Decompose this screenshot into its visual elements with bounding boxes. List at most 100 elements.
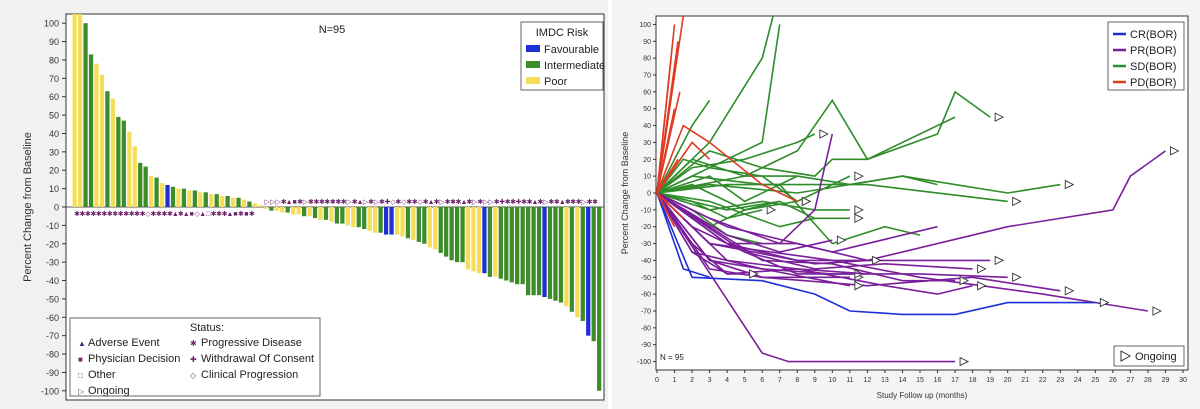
status-marker: ✱ bbox=[313, 198, 319, 206]
status-legend-symbol: ◇ bbox=[190, 371, 197, 380]
series-line-pd bbox=[656, 124, 798, 203]
status-marker: ■ bbox=[233, 211, 237, 218]
waterfall-bar bbox=[536, 207, 542, 296]
imdc-legend-title: IMDC Risk bbox=[536, 27, 589, 39]
status-marker: ✱ bbox=[466, 198, 472, 206]
waterfall-bar bbox=[263, 207, 269, 209]
waterfall-bar bbox=[274, 207, 279, 211]
status-legend-label: Withdrawal Of Consent bbox=[201, 353, 314, 365]
y-tick-label: -50 bbox=[641, 275, 651, 282]
waterfall-bar bbox=[247, 201, 252, 207]
waterfall-bar bbox=[285, 207, 290, 213]
imdc-legend-swatch bbox=[526, 77, 540, 84]
waterfall-bar bbox=[515, 207, 520, 285]
ongoing-marker bbox=[801, 196, 812, 207]
imdc-legend-label: Intermediate bbox=[544, 60, 605, 72]
y-tick-label: -50 bbox=[46, 294, 59, 304]
status-legend-label: Physician Decision bbox=[88, 353, 180, 365]
series-line-pd bbox=[656, 58, 672, 194]
x-tick-label: 25 bbox=[1091, 377, 1099, 384]
status-marker: ✱ bbox=[112, 210, 118, 218]
waterfall-bar bbox=[165, 184, 170, 207]
waterfall-bar bbox=[449, 207, 454, 261]
waterfall-bar bbox=[547, 207, 553, 299]
status-marker: ✱ bbox=[249, 210, 255, 218]
y-tick-label: 100 bbox=[44, 19, 59, 29]
status-marker: ✱ bbox=[297, 198, 303, 206]
x-tick-label: 9 bbox=[813, 377, 817, 384]
x-tick-label: 14 bbox=[899, 377, 907, 384]
waterfall-bar bbox=[427, 207, 432, 248]
status-marker: ✱ bbox=[548, 198, 554, 206]
ongoing-marker bbox=[1012, 272, 1022, 283]
x-tick-label: 15 bbox=[916, 377, 924, 384]
series-line-pr bbox=[656, 192, 973, 270]
status-marker: ✱ bbox=[123, 210, 129, 218]
status-marker: ✱ bbox=[80, 210, 86, 218]
series-line-pr bbox=[656, 133, 834, 245]
status-marker: ▲ bbox=[532, 199, 539, 206]
ongoing-marker bbox=[1099, 297, 1110, 308]
waterfall-bar bbox=[580, 207, 585, 321]
series-line-cr bbox=[656, 192, 710, 279]
status-marker: ▷ bbox=[270, 199, 276, 206]
series-line-pd bbox=[656, 141, 711, 194]
status-marker: ✱ bbox=[107, 210, 113, 218]
status-marker: ✱ bbox=[423, 198, 429, 206]
y-tick-label: 50 bbox=[49, 111, 59, 121]
status-marker: ✱ bbox=[330, 198, 336, 206]
waterfall-bar bbox=[159, 183, 165, 207]
status-marker: ✱ bbox=[592, 198, 598, 206]
waterfall-bar bbox=[280, 207, 285, 213]
x-tick-label: 22 bbox=[1039, 377, 1047, 384]
status-marker: ✱ bbox=[281, 198, 287, 206]
y-tick-label: 0 bbox=[647, 191, 651, 198]
status-marker: ✱ bbox=[85, 210, 91, 218]
y-tick-label: 50 bbox=[643, 106, 651, 113]
x-tick-label: 26 bbox=[1109, 377, 1117, 384]
series-line-pr bbox=[656, 192, 956, 282]
spider-plot: 1009080706050403020100-10-20-30-40-50-60… bbox=[620, 15, 1189, 400]
ongoing-marker bbox=[836, 235, 847, 245]
series-line-sd bbox=[656, 99, 711, 194]
waterfall-bar bbox=[252, 203, 258, 207]
y-tick-label: -70 bbox=[46, 331, 59, 341]
status-marker: ✱ bbox=[178, 210, 184, 218]
waterfall-bar bbox=[214, 194, 219, 207]
series-line-sd bbox=[656, 158, 798, 203]
x-tick-label: 17 bbox=[951, 377, 959, 384]
status-marker: ✱ bbox=[238, 210, 244, 218]
imdc-legend-swatch bbox=[526, 61, 540, 68]
waterfall-bar bbox=[334, 207, 340, 224]
waterfall-bar bbox=[433, 207, 438, 250]
y-tick-label: -30 bbox=[46, 258, 59, 268]
status-marker: ▷ bbox=[483, 199, 489, 206]
status-legend-box bbox=[69, 317, 321, 397]
status-marker: ✱ bbox=[570, 198, 576, 206]
status-marker: ◇ bbox=[145, 211, 151, 218]
ongoing-marker bbox=[749, 269, 759, 279]
y-tick-label: 100 bbox=[639, 22, 651, 29]
waterfall-bar bbox=[591, 207, 596, 342]
ongoing-marker bbox=[819, 129, 829, 139]
chart-title: N=95 bbox=[319, 24, 346, 36]
waterfall-chart: 1009080706050403020100-10-20-30-40-50-60… bbox=[22, 13, 605, 401]
waterfall-bar bbox=[83, 23, 88, 207]
sample-size-label: N = 95 bbox=[660, 353, 684, 362]
status-legend-symbol: ▷ bbox=[78, 387, 85, 396]
y-tick-label: 10 bbox=[49, 184, 59, 194]
waterfall-bar bbox=[296, 207, 301, 215]
status-marker: ✱ bbox=[211, 210, 217, 218]
y-tick-label: 10 bbox=[643, 174, 651, 181]
y-tick-label: -40 bbox=[641, 258, 651, 265]
status-marker: ✱ bbox=[565, 198, 571, 206]
waterfall-bar bbox=[383, 207, 389, 235]
status-marker: ✱ bbox=[510, 198, 516, 206]
waterfall-bar bbox=[542, 207, 547, 298]
series-line-pr bbox=[656, 192, 956, 363]
ongoing-legend-box bbox=[1113, 345, 1185, 367]
ongoing-marker bbox=[854, 205, 864, 215]
x-tick-label: 27 bbox=[1127, 377, 1135, 384]
waterfall-bar bbox=[394, 207, 400, 235]
status-legend-label: Other bbox=[88, 369, 116, 381]
